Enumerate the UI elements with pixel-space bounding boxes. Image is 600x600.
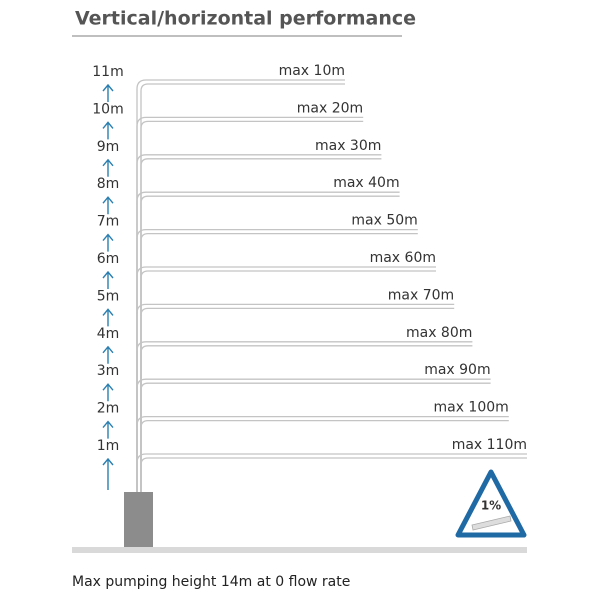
up-arrow xyxy=(102,457,114,490)
height-label: 1m xyxy=(97,438,120,454)
levels: 11m max 10m 10m max 20m 9m max 30m 8m max 40m 7m… xyxy=(92,63,527,492)
distance-label: max 70m xyxy=(388,287,454,303)
up-arrow xyxy=(102,420,114,439)
pipe xyxy=(140,120,364,492)
sign-pipe xyxy=(471,515,512,531)
pipe xyxy=(140,307,455,492)
up-arrow xyxy=(102,196,114,215)
pipe xyxy=(140,232,418,492)
height-label: 4m xyxy=(97,326,120,342)
pipe xyxy=(140,270,436,492)
pipe xyxy=(136,378,491,492)
height-label: 7m xyxy=(97,214,120,230)
distance-label: max 100m xyxy=(433,400,508,416)
up-arrow xyxy=(102,345,114,364)
pump xyxy=(124,492,153,547)
distance-label: max 80m xyxy=(406,325,472,341)
footer: Max pumping height 14m at 0 flow rate xyxy=(72,574,350,590)
pipe xyxy=(136,266,436,492)
pipe xyxy=(140,457,527,492)
distance-label: max 20m xyxy=(297,100,363,116)
distance-label: max 110m xyxy=(452,437,527,453)
up-arrow xyxy=(102,83,114,102)
pipe xyxy=(136,228,418,492)
pipe xyxy=(140,419,509,492)
pipe xyxy=(136,79,345,492)
pipe xyxy=(136,191,400,492)
up-arrow xyxy=(102,383,114,402)
pipe xyxy=(140,382,491,492)
distance-label: max 50m xyxy=(351,213,417,229)
height-label: 6m xyxy=(97,251,120,267)
pipe xyxy=(136,154,382,492)
height-label: 9m xyxy=(97,139,120,155)
pipe xyxy=(136,303,455,492)
distance-label: max 10m xyxy=(279,63,345,79)
up-arrow xyxy=(102,308,114,327)
distance-label: max 40m xyxy=(333,175,399,191)
height-label: 11m xyxy=(92,64,123,80)
pipe xyxy=(136,116,364,492)
sign-label: 1% xyxy=(481,499,501,513)
pipe xyxy=(140,83,345,492)
distance-label: max 30m xyxy=(315,138,381,154)
pipe xyxy=(136,453,527,492)
pipe xyxy=(136,341,473,492)
slope-sign: 1% xyxy=(455,469,527,538)
height-label: 3m xyxy=(97,363,120,379)
ground xyxy=(72,547,527,553)
up-arrow xyxy=(102,121,114,140)
title: Vertical/horizontal performance xyxy=(75,8,416,30)
pipe xyxy=(136,415,509,492)
distance-label: max 60m xyxy=(370,250,436,266)
pipe xyxy=(140,158,382,492)
height-label: 8m xyxy=(97,176,120,192)
pipe xyxy=(140,195,400,492)
height-label: 5m xyxy=(97,288,120,304)
up-arrow xyxy=(102,233,114,252)
up-arrow xyxy=(102,270,114,289)
distance-label: max 90m xyxy=(424,362,490,378)
up-arrow xyxy=(102,158,114,177)
height-label: 2m xyxy=(97,401,120,417)
pipe xyxy=(140,345,473,492)
height-label: 10m xyxy=(92,101,123,117)
